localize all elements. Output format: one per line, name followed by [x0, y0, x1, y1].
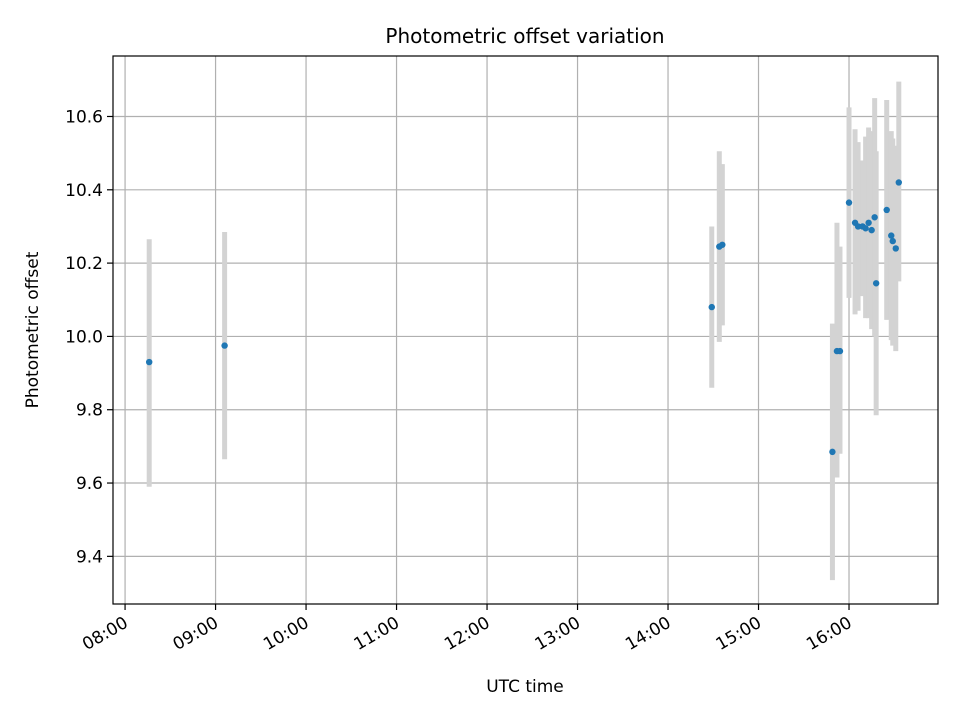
x-axis-ticks: 08:00 09:00 10:00 11:00 12:00 13:00 14:00 15:00… [79, 604, 856, 655]
data-point [854, 223, 862, 230]
x-tick-label: 10:00 [260, 613, 312, 655]
data-point [836, 347, 844, 355]
data-point [862, 225, 869, 232]
data-point [708, 303, 715, 311]
x-tick-label: 13:00 [532, 613, 584, 655]
x-tick-label: 15:00 [713, 613, 765, 655]
y-tick-label: 9.6 [76, 474, 103, 494]
data-point [871, 214, 878, 221]
grid [113, 56, 938, 604]
x-tick-label: 16:00 [803, 613, 855, 655]
data-point [865, 219, 872, 226]
x-tick-label: 11:00 [351, 613, 403, 655]
data-point [829, 448, 836, 456]
y-tick-label: 10.6 [65, 107, 103, 127]
y-tick-label: 10.4 [65, 181, 103, 201]
data-point [221, 342, 228, 349]
x-tick-label: 08:00 [79, 613, 131, 655]
x-tick-label: 14:00 [622, 613, 674, 655]
data-point [888, 232, 895, 239]
plot-area-frame [112, 55, 939, 605]
y-axis-ticks: 9.4 9.6 9.8 10.0 10.2 10.4 10.6 [65, 107, 113, 567]
data-point [889, 237, 896, 245]
data-point [845, 199, 853, 206]
y-axis-label: Photometric offset [23, 251, 43, 408]
data-point [872, 280, 880, 287]
data-point [883, 206, 890, 214]
y-tick-label: 9.4 [76, 547, 103, 567]
error-bars [146, 81, 902, 581]
x-tick-label: 12:00 [441, 613, 493, 655]
data-point [145, 358, 153, 366]
data-points [145, 179, 902, 456]
x-axis-label: UTC time [486, 677, 564, 697]
data-point [892, 245, 899, 252]
y-tick-label: 10.2 [65, 254, 103, 274]
x-tick-label: 09:00 [170, 613, 222, 655]
data-point [868, 226, 875, 234]
y-tick-label: 10.0 [65, 327, 103, 347]
chart-title: Photometric offset variation [385, 24, 664, 48]
data-point [895, 179, 902, 186]
y-tick-label: 9.8 [76, 401, 103, 421]
data-point [719, 241, 726, 248]
